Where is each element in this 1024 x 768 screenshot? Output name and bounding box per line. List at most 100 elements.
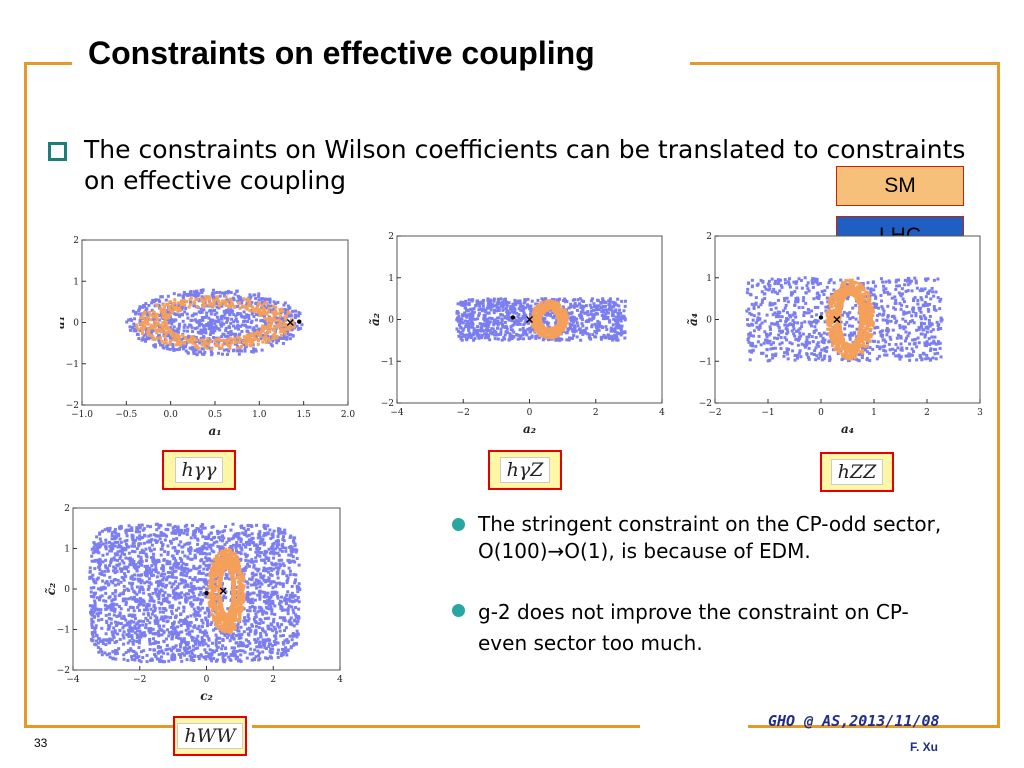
data-point: [924, 344, 928, 348]
data-point: [851, 292, 855, 296]
data-point: [830, 337, 834, 341]
data-point: [211, 331, 215, 335]
data-point: [192, 336, 196, 340]
data-point: [158, 340, 162, 344]
data-point: [866, 327, 870, 331]
data-point: [839, 310, 843, 314]
data-point: [271, 310, 275, 314]
data-point: [606, 315, 610, 319]
data-point: [604, 300, 608, 304]
data-point: [934, 357, 938, 361]
data-point: [776, 324, 780, 328]
data-point: [582, 299, 586, 303]
data-point: [554, 321, 558, 325]
data-point: [159, 323, 163, 327]
data-point: [245, 334, 249, 338]
data-point: [750, 278, 754, 282]
data-point: [203, 350, 207, 354]
data-point: [159, 309, 163, 313]
data-point: [575, 304, 579, 308]
data-point: [228, 313, 232, 317]
data-point: [543, 320, 547, 324]
data-point: [495, 303, 499, 307]
data-point: [254, 337, 258, 341]
data-point: [228, 345, 232, 349]
data-point: [603, 335, 607, 339]
data-point: [820, 358, 824, 362]
data-point: [100, 529, 104, 533]
data-point: [184, 341, 188, 345]
data-point: [861, 349, 865, 353]
data-point: [203, 340, 207, 344]
data-point: [774, 352, 778, 356]
data-point: [757, 327, 761, 331]
data-point: [290, 318, 294, 322]
data-point: [209, 312, 213, 316]
data-point: [572, 334, 576, 338]
data-point: [470, 307, 474, 311]
data-point: [244, 342, 248, 346]
data-point: [514, 318, 518, 322]
data-point: [226, 334, 230, 338]
data-point: [272, 317, 276, 321]
data-point: [905, 354, 909, 358]
data-point: [470, 317, 474, 321]
data-point: [764, 332, 768, 336]
data-point: [552, 304, 556, 308]
data-point: [747, 281, 751, 285]
data-point: [167, 630, 171, 634]
data-point: [520, 316, 524, 320]
data-point: [186, 293, 190, 297]
data-point: [502, 298, 506, 302]
data-point: [182, 290, 186, 294]
data-point: [499, 304, 503, 308]
data-point: [827, 299, 831, 303]
data-point: [188, 298, 192, 302]
data-point: [164, 326, 168, 330]
data-point: [486, 325, 490, 329]
data-point: [220, 335, 224, 339]
data-point: [847, 292, 851, 296]
data-point: [931, 356, 935, 360]
data-point: [887, 342, 891, 346]
data-point: [779, 319, 783, 323]
data-point: [777, 326, 781, 330]
data-point: [200, 291, 204, 295]
data-point: [788, 277, 792, 281]
data-point: [886, 290, 890, 294]
data-point: [770, 322, 774, 326]
data-point: [856, 276, 860, 280]
data-point: [839, 341, 843, 345]
data-point: [209, 301, 213, 305]
data-point: [810, 279, 814, 283]
data-point: [613, 330, 617, 334]
data-point: [914, 281, 918, 285]
data-point: [914, 311, 918, 315]
data-point: [594, 308, 598, 312]
data-point: [825, 319, 829, 323]
data-point: [774, 290, 778, 294]
data-point: [866, 286, 870, 290]
data-point: [476, 300, 480, 304]
data-point: [170, 319, 174, 323]
data-point: [814, 335, 818, 339]
data-point: [203, 299, 207, 303]
data-point: [578, 313, 582, 317]
data-point: [216, 300, 220, 304]
data-point: [282, 336, 286, 340]
data-point: [750, 302, 754, 306]
data-point: [544, 313, 548, 317]
data-point: [157, 313, 161, 317]
data-point: [508, 307, 512, 311]
data-point: [835, 293, 839, 297]
data-point: [854, 339, 858, 343]
x-tick-label: 0: [818, 408, 824, 418]
data-point: [748, 331, 752, 335]
data-point: [487, 306, 491, 310]
data-point: [904, 289, 908, 293]
data-point: [517, 307, 521, 311]
data-point: [495, 316, 499, 320]
data-point: [556, 313, 560, 317]
data-point: [807, 333, 811, 337]
data-point: [872, 288, 876, 292]
